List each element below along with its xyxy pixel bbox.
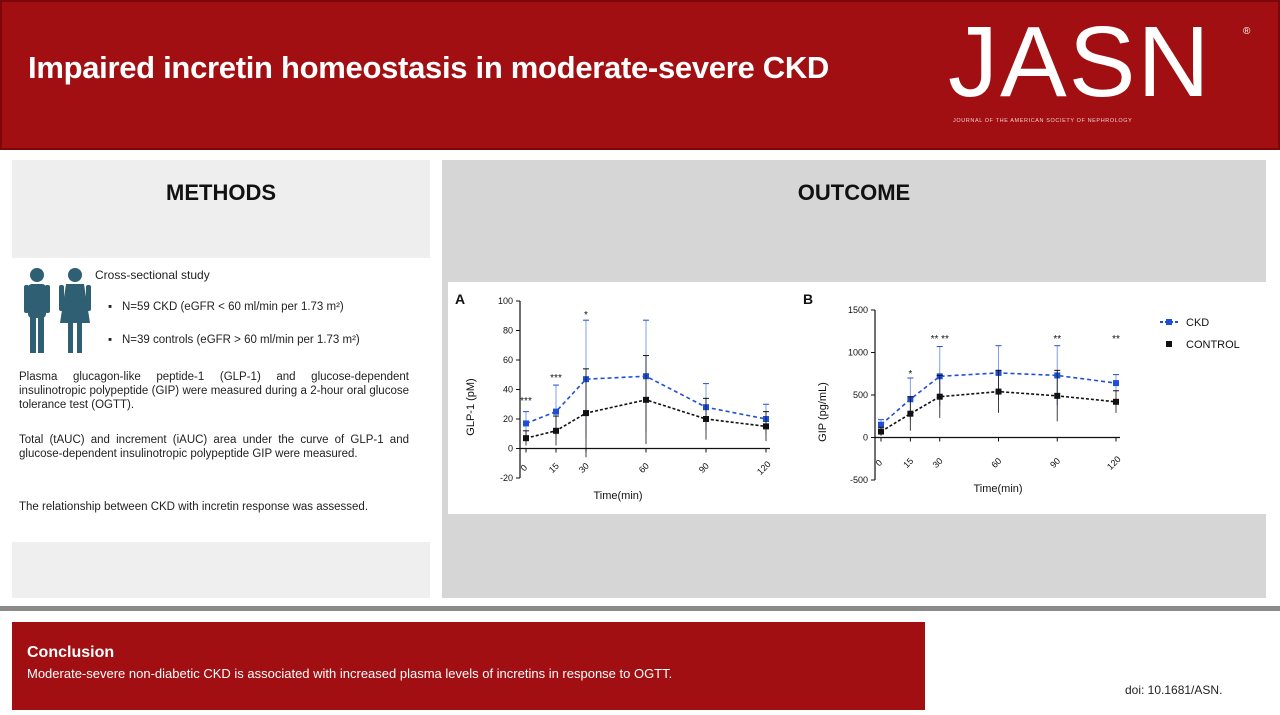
chart-a-x-tick-label: 60 <box>637 461 651 475</box>
chart-a-ylabel: GLP-1 (pM) <box>465 378 477 435</box>
people-icon <box>24 268 91 353</box>
chart-a-data-point <box>703 416 709 422</box>
registered-mark: ® <box>1243 26 1251 37</box>
chart-a-series-line <box>525 375 767 425</box>
conclusion-title: Conclusion <box>27 644 115 661</box>
legend-ckd-marker <box>1166 319 1172 325</box>
conclusion-box <box>12 622 925 710</box>
header-border <box>0 0 1280 150</box>
chart-a-data-point <box>763 423 769 430</box>
chart-a-significance-label: * <box>584 310 588 321</box>
study-type: Cross-sectional study <box>95 268 210 282</box>
chart-b-significance-label: ** <box>1112 334 1120 345</box>
chart-b: 1500 1000 500 0 -500 0 15 30 60 90 120 * ** ** ** ** <box>848 305 1123 485</box>
chart-a-y-tick-label: 100 <box>498 296 513 306</box>
chart-a-xlabel: Time(min) <box>593 490 642 502</box>
chart-a-y-tick-label: -20 <box>500 473 513 483</box>
chart-b-data-point <box>1054 392 1061 399</box>
chart-a-significance-label: *** <box>520 396 532 407</box>
chart-b-x-tick-label: 120 <box>1105 454 1123 472</box>
chart-a-data-point <box>553 408 559 415</box>
chart-a-data-point <box>553 427 559 434</box>
chart-b-x-tick-label: 90 <box>1048 456 1062 470</box>
legend-ckd-label: CKD <box>1186 317 1209 329</box>
chart-b-data-point <box>878 421 884 428</box>
bullet-controls: N=39 controls (eGFR > 60 ml/min per 1.73… <box>108 334 360 346</box>
methods-paragraph-3: The relationship between CKD with incret… <box>19 501 369 513</box>
chart-b-significance-label: ** ** <box>931 334 949 345</box>
chart-b-data-point <box>1113 380 1119 387</box>
legend-control-marker <box>1166 341 1172 347</box>
chart-b-significance-label: ** <box>1053 334 1061 345</box>
chart-a-y-tick-label: 80 <box>503 326 513 336</box>
chart-b-y-tick-label: -500 <box>850 475 868 485</box>
chart-b-x-tick-label: 60 <box>989 456 1003 470</box>
header-banner <box>0 0 1280 150</box>
chart-a-series-line <box>525 398 767 439</box>
chart-a-data-point <box>523 435 529 442</box>
legend-control-label: CONTROL <box>1186 339 1240 351</box>
panel-label-b: B <box>803 291 813 307</box>
panel-label-a: A <box>455 291 465 307</box>
chart-b-significance-label: * <box>908 369 912 380</box>
chart-b-data-point <box>878 428 884 435</box>
chart-b-series-line <box>880 372 1117 426</box>
chart-b-y-tick-label: 500 <box>853 390 868 400</box>
chart-a-data-point <box>583 410 589 417</box>
page-title: Impaired incretin homeostasis in moderat… <box>28 50 829 85</box>
chart-a-x-tick-label: 90 <box>697 461 711 475</box>
chart-a-y-tick-label: 20 <box>503 414 513 424</box>
chart-b-x-tick-label: 30 <box>931 456 945 470</box>
charts-svg: A B Time(min) GLP-1 (pM) Time(min) GIP (… <box>455 291 1240 502</box>
chart-a-data-point <box>523 420 529 427</box>
chart-a-y-tick-label: 60 <box>503 355 513 365</box>
chart-b-data-point <box>1113 398 1119 405</box>
journal-subtitle: JOURNAL OF THE AMERICAN SOCIETY OF NEPHR… <box>953 118 1133 124</box>
journal-logo: JASN <box>948 6 1212 118</box>
bullet-ckd: N=59 CKD (eGFR < 60 ml/min per 1.73 m²) <box>108 301 344 313</box>
methods-header <box>12 160 430 255</box>
chart-a-x-tick-label: 0 <box>519 463 530 474</box>
outcome-heading: OUTCOME <box>797 180 911 205</box>
chart-b-data-point <box>907 410 914 417</box>
chart-a-x-tick-label: 15 <box>547 461 561 475</box>
chart-b-series-line <box>880 390 1117 433</box>
conclusion-text: Moderate-severe non-diabetic CKD is asso… <box>27 666 673 681</box>
chart-a-x-tick-label: 120 <box>755 459 773 477</box>
chart-b-data-point <box>936 393 943 400</box>
section-divider <box>0 606 1280 611</box>
chart-b-y-tick-label: 1500 <box>848 305 868 315</box>
chart-a-significance-label: *** <box>550 373 562 384</box>
methods-paragraph-1: Plasma glucagon-like peptide-1 (GLP-1) a… <box>19 371 409 411</box>
chart-a-y-tick-label: 0 <box>508 444 513 454</box>
chart-b-y-tick-label: 1000 <box>848 348 868 358</box>
chart-b-y-tick-label: 0 <box>863 433 868 443</box>
chart-b-xlabel: Time(min) <box>973 483 1022 495</box>
chart-b-x-tick-label: 0 <box>874 458 885 469</box>
chart-a-x-tick-label: 30 <box>577 461 591 475</box>
chart-a-y-tick-label: 40 <box>503 385 513 395</box>
methods-heading: METHODS <box>166 180 276 205</box>
doi-text: doi: 10.1681/ASN. <box>1125 683 1223 697</box>
chart-b-ylabel: GIP (pg/mL) <box>817 382 829 442</box>
methods-paragraph-2: Total (tAUC) and increment (iAUC) area u… <box>19 434 409 460</box>
chart-b-x-tick-label: 15 <box>901 456 915 470</box>
chart-b-data-point <box>995 388 1002 395</box>
chart-a-data-point <box>643 396 649 403</box>
